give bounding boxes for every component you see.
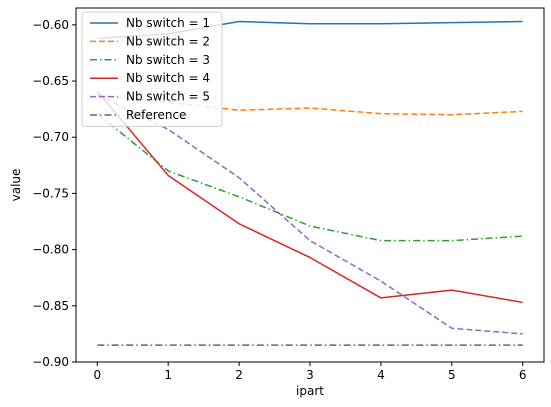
x-tick-label: 2 xyxy=(235,368,243,382)
y-tick-label: −0.60 xyxy=(32,18,69,32)
series-line-5 xyxy=(96,93,523,335)
x-tick-label: 1 xyxy=(164,368,172,382)
series-line-3 xyxy=(96,113,523,242)
legend-label: Nb switch = 1 xyxy=(126,16,210,30)
plot-area-frame xyxy=(75,7,545,363)
legend-label: Reference xyxy=(126,108,186,122)
legend-label: Nb switch = 3 xyxy=(126,53,210,67)
legend-label: Nb switch = 4 xyxy=(126,71,210,85)
x-tick-label: 5 xyxy=(448,368,456,382)
legend-label: Nb switch = 5 xyxy=(126,90,210,104)
y-tick-label: −0.80 xyxy=(32,243,69,257)
series-line-2 xyxy=(97,94,523,116)
x-tick-label: 4 xyxy=(377,368,385,382)
x-tick-label: 6 xyxy=(519,368,527,382)
x-tick-label: 3 xyxy=(306,368,314,382)
legend: Nb switch = 1 Nb switch = 2 Nb switch = 3 N… xyxy=(81,11,223,127)
axis-ticks: 0 1 2 3 4 5 6 −0.90 −0.85 −0.80 −0.75 −0.70 −0.65 −0.… xyxy=(32,18,526,382)
y-tick-label: −0.65 xyxy=(32,74,69,88)
y-tick-label: −0.90 xyxy=(32,355,69,369)
y-axis-label: value xyxy=(9,169,23,202)
y-tick-label: −0.75 xyxy=(32,186,69,200)
plot-lines xyxy=(96,20,523,346)
legend-label: Nb switch = 2 xyxy=(126,34,210,48)
legend-box xyxy=(81,11,223,127)
series-line-4 xyxy=(96,90,523,304)
x-tick-label: 0 xyxy=(93,368,101,382)
x-axis-label: ipart xyxy=(296,384,324,398)
y-tick-label: −0.70 xyxy=(32,130,69,144)
y-tick-label: −0.85 xyxy=(32,299,69,313)
